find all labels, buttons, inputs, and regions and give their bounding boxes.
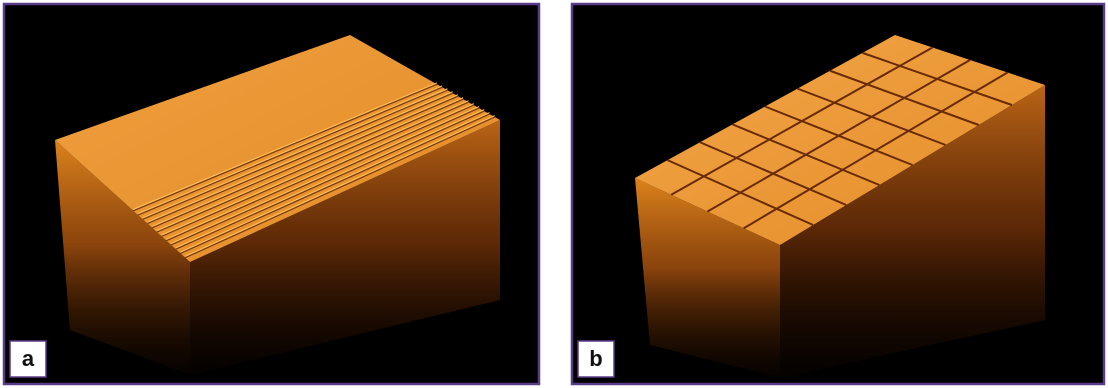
panel-label: b — [589, 346, 602, 371]
panel-b: b — [572, 4, 1104, 384]
figure: a b — [0, 0, 1108, 388]
panel-label: a — [22, 346, 35, 371]
panel-a: a — [4, 4, 539, 384]
